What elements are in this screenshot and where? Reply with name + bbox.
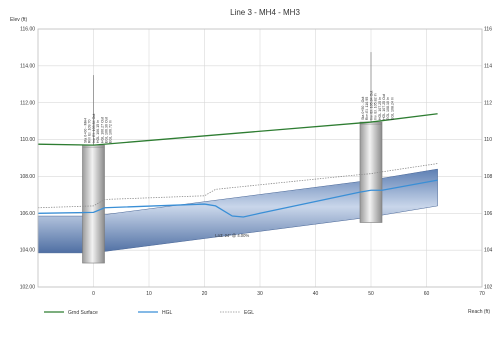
legend-item: HGL [138,310,173,316]
annotation-line: EGL 108.24 In [390,97,394,120]
right-tick-label: 116 [484,27,492,33]
legend-item: Grnd Surface [44,310,98,316]
x-tick-label: 20 [202,291,208,297]
x-tick-labels: 0 10 20 30 40 50 60 70 [92,291,485,297]
annotation-line: EGL 106.72 In [109,120,113,143]
series-grnd-surface [37,113,438,146]
x-tick-label: 70 [479,291,485,297]
annotation-line: Rim El. 109.70 [88,120,92,144]
x-tick-label: 40 [313,291,319,297]
x-tick-label: 30 [257,291,263,297]
right-tick-label: 108 [484,174,493,180]
right-tick-labels: 102 104 106 108 110 112 114 116 [484,27,493,291]
right-tick-label: 104 [484,248,493,254]
annotation-line: EGL 108.10 In [386,97,390,120]
pipe-band [37,168,438,254]
right-tick-label: 112 [484,100,492,106]
y-tick-label: 110.00 [20,137,35,143]
series-lines [37,113,438,218]
y-tick-label: 104.00 [20,248,36,254]
y-tick-label: 116.00 [20,27,35,33]
annotation-line: Inv. El. 105.82 In [374,93,378,120]
series-hgl [37,179,438,218]
manhole-mh4 [82,75,105,264]
annotation-line: HGL 107.25 In [378,97,382,120]
right-tick-label: 110 [484,137,492,143]
annotation-line: Rim El. 110.95 [365,97,369,120]
legend-label: EGL [244,310,254,316]
y-axis-label: Elev (ft) [10,17,28,23]
series-egl [37,163,438,209]
y-tick-label: 102.00 [20,285,36,291]
structure-annotations: Sta 0+00 - MH4 Rim El. 109.70 Inv. El. 103… [84,91,395,144]
right-tick-label: 106 [484,211,493,217]
x-tick-label: 50 [368,291,374,297]
legend-label: Grnd Surface [68,310,98,316]
annotation-line: Sta 0+00 - MH4 [84,118,88,143]
annotation-line: Inv. El. 105.84 Out [369,91,373,121]
legend-item: EGL [220,310,254,316]
y-tick-label: 106.00 [20,211,36,217]
right-tick-label: 114 [484,63,492,69]
legend: Grnd Surface HGL EGL [44,310,254,316]
annotation-line: Inv. El. 103.84 Out [92,114,96,144]
manhole-body [359,121,383,223]
pipe: Ln3: 24" @ 4.00% [37,168,438,254]
annotation-line: EGL 106.36 Out [105,117,109,143]
x-tick-label: 10 [146,291,152,297]
x-axis-label: Reach (ft) [468,309,490,315]
right-tick-label: 102 [484,285,493,291]
manhole-body [82,144,105,264]
annotation-line: HGL 106.15 In [96,120,100,143]
annotation-line: HGL 107.25 Out [382,94,386,120]
x-tick-label: 60 [424,291,430,297]
plot-border [37,28,483,288]
manholes [82,52,383,264]
pipe-label: Ln3: 24" @ 4.00% [215,233,249,238]
annotation-line: HGL 106.27 Out [100,117,104,143]
y-tick-labels: 102.00 104.00 106.00 108.00 110.00 112.00 114.… [20,27,36,291]
manhole-mh3 [359,52,383,223]
x-tick-label: 0 [92,291,95,297]
y-tick-label: 112.00 [20,100,35,106]
y-tick-label: 108.00 [20,174,36,180]
y-tick-label: 114.00 [20,63,35,69]
chart-title: Line 3 - MH4 - MH3 [230,8,300,17]
legend-label: HGL [162,310,173,316]
annotation-line: Sta 0+50 - Out [361,97,365,120]
